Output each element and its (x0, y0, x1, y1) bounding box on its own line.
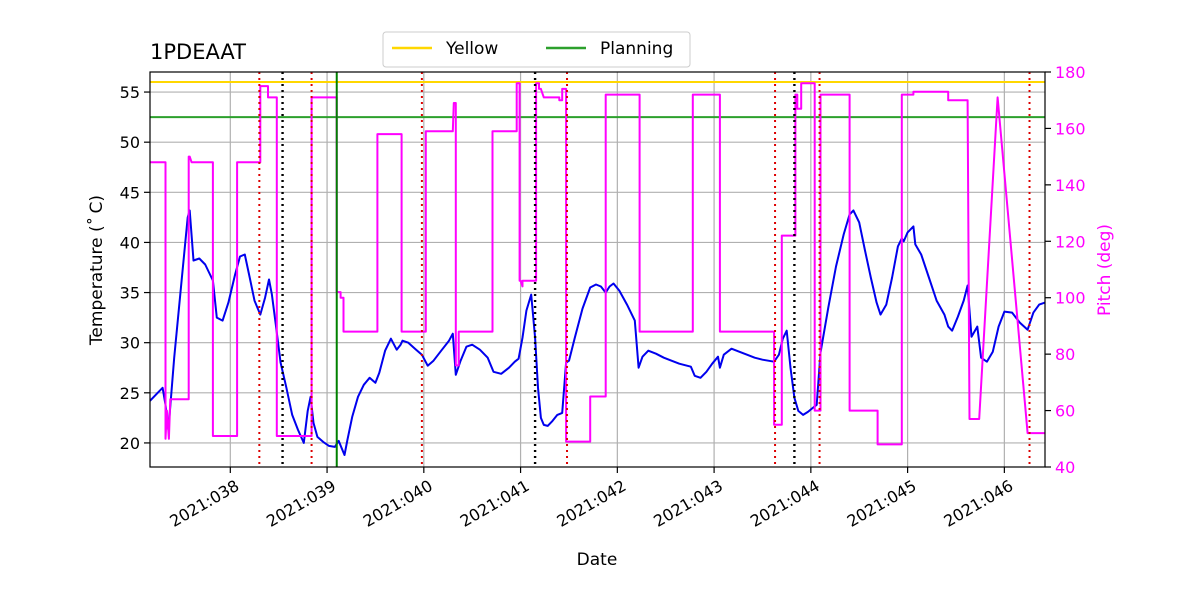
y2-tick-label-1: 60 (1055, 402, 1075, 421)
y2-tick-label-4: 120 (1055, 232, 1086, 251)
chart-title: 1PDEAAT (150, 40, 246, 64)
y2-tick-label-7: 180 (1055, 63, 1086, 82)
series-temperature-line (150, 209, 1045, 456)
legend-frame (382, 31, 691, 68)
y-axis-label: Temperature (˚ C) (86, 195, 107, 346)
legend: Yellow Planning (382, 31, 691, 68)
legend-label-planning: Planning (600, 39, 673, 59)
grid-lines (150, 72, 1045, 467)
plot-frame (149, 71, 1046, 468)
y2-tick-label-6: 160 (1055, 119, 1086, 138)
y-tick-label-3: 35 (120, 284, 140, 303)
event-markers (258, 72, 1031, 467)
y-tick-label-0: 20 (120, 434, 140, 453)
y2-tick-label-5: 140 (1055, 176, 1086, 195)
y-tick-label-7: 55 (120, 83, 140, 102)
y-tick-label-4: 40 (120, 233, 140, 252)
y-tick-label-5: 45 (120, 183, 140, 202)
y2-axis-label: Pitch (deg) (1095, 224, 1115, 316)
y-tick-label-6: 50 (120, 133, 140, 152)
y2-tick-label-3: 100 (1055, 289, 1086, 308)
legend-label-yellow: Yellow (445, 39, 498, 59)
series-pitch-line (150, 82, 1045, 446)
y-tick-label-2: 30 (120, 334, 140, 353)
y2-tick-label-0: 40 (1055, 458, 1075, 477)
x-axis-label: Date (577, 550, 618, 570)
y-tick-label-1: 25 (120, 384, 140, 403)
plot-area (150, 72, 1045, 467)
data-layer (150, 81, 1045, 456)
y2-tick-label-2: 80 (1055, 345, 1075, 364)
